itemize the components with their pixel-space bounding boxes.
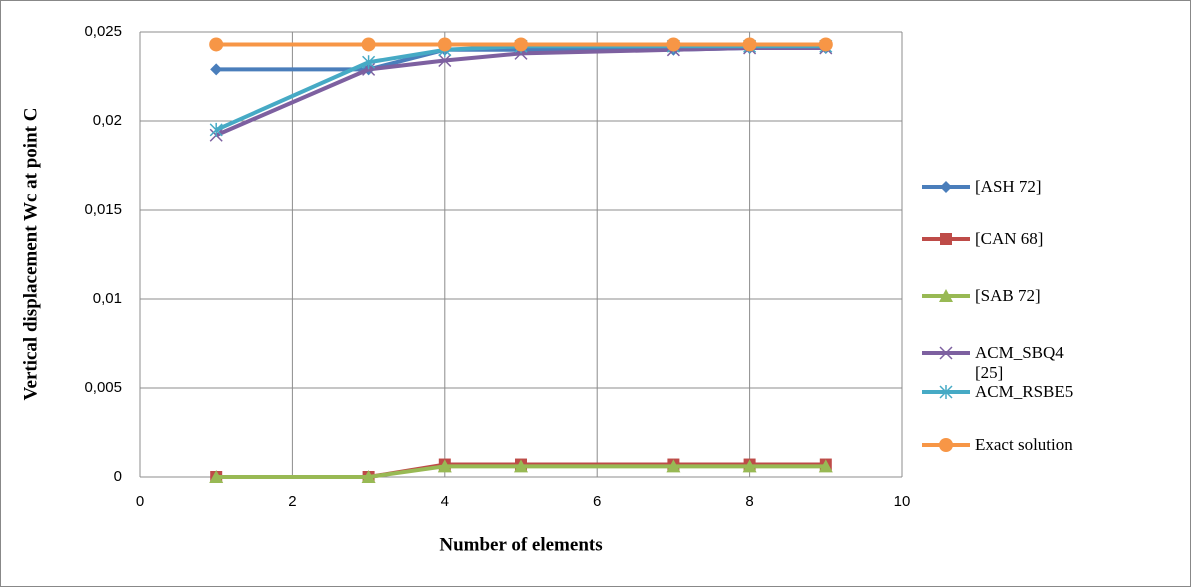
marker: [818, 459, 833, 473]
y-tick-label: 0,005: [84, 379, 122, 396]
marker: [437, 37, 452, 52]
marker: [514, 37, 528, 52]
legend-label: Exact solution: [975, 435, 1073, 454]
x-tick-label: 0: [136, 493, 144, 510]
x-tick-label: 4: [441, 493, 449, 510]
x-tick-label: 6: [593, 493, 601, 510]
marker: [939, 438, 953, 452]
marker: [209, 37, 224, 52]
y-tick-label: 0: [114, 468, 122, 485]
x-tick-label: 10: [894, 493, 911, 510]
marker: [818, 37, 833, 52]
marker: [939, 289, 953, 302]
x-tick-label: 2: [288, 493, 296, 510]
legend-label: [ASH 72]: [975, 177, 1042, 196]
marker: [940, 233, 952, 245]
legend-label: [SAB 72]: [975, 286, 1041, 305]
marker: [939, 346, 953, 360]
legend-label: ACM_SBQ4 [25]: [975, 343, 1064, 382]
marker: [210, 63, 223, 76]
marker: [742, 459, 757, 473]
marker: [209, 122, 223, 137]
marker: [742, 37, 757, 52]
marker: [361, 470, 376, 483]
marker: [361, 37, 376, 52]
legend-label: ACM_RSBE5: [975, 382, 1074, 401]
marker: [437, 459, 452, 473]
x-axis-title: Number of elements: [439, 534, 602, 555]
legend-label: [CAN 68]: [975, 229, 1044, 248]
y-tick-label: 0,02: [93, 112, 122, 129]
marker: [666, 37, 681, 52]
marker: [362, 55, 376, 70]
x-tick-label: 8: [745, 493, 753, 510]
marker: [209, 470, 224, 483]
marker: [438, 53, 452, 68]
y-tick-label: 0,025: [84, 23, 122, 40]
marker: [939, 385, 953, 399]
y-tick-label: 0,015: [84, 201, 122, 218]
y-tick-label: 0,01: [93, 290, 122, 307]
y-axis-title: Vertical displacement Wc at point C: [20, 108, 41, 401]
marker: [666, 459, 681, 473]
marker: [514, 459, 528, 473]
marker: [940, 181, 952, 193]
